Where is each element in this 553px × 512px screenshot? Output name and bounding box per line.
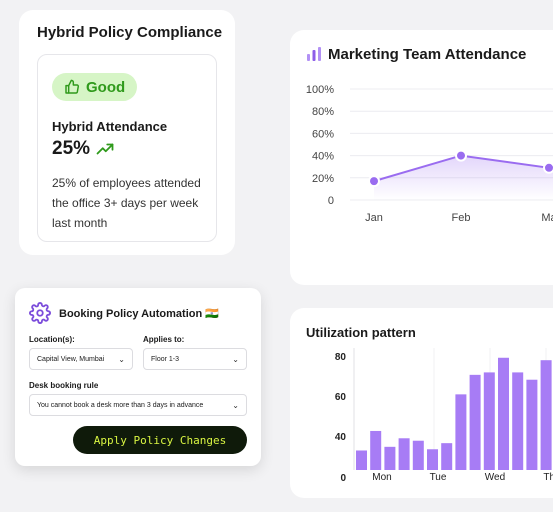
y-tick-label: 80 — [335, 352, 347, 363]
bar — [526, 379, 538, 470]
y-tick-label: 20% — [312, 173, 334, 185]
location-label: Location(s): — [29, 335, 75, 344]
utilization-chart-title: Utilization pattern — [306, 325, 416, 340]
utilization-bar-chart: 80 60 40 0 Mon Tue Wed Thu — [335, 348, 553, 484]
bar — [455, 394, 467, 470]
y-tick-label: 40% — [312, 151, 334, 163]
bar — [469, 374, 481, 470]
status-badge: Good — [52, 73, 138, 101]
gear-icon — [29, 302, 51, 324]
x-tick-label: Ma — [541, 212, 553, 224]
status-badge-label: Good — [86, 78, 126, 96]
bar — [427, 449, 438, 470]
y-tick-label: 40 — [335, 432, 347, 443]
x-tick-label: Thu — [543, 472, 553, 483]
applies-to-label: Applies to: — [143, 335, 185, 344]
bar — [398, 438, 410, 470]
x-tick-label: Feb — [452, 212, 471, 224]
booking-policy-title: Booking Policy Automation 🇮🇳 — [59, 308, 219, 320]
desk-rule-label: Desk booking rule — [29, 381, 99, 390]
bar — [441, 443, 453, 470]
compliance-title: Hybrid Policy Compliance — [37, 24, 223, 41]
data-point — [368, 175, 380, 188]
y-tick-label: 0 — [340, 473, 346, 484]
y-tick-label: 60% — [312, 128, 334, 140]
bar — [356, 450, 367, 470]
y-tick-label: 0 — [328, 195, 334, 207]
series-line — [373, 154, 553, 183]
location-select[interactable]: Capital View, Mumbai ⌄ — [29, 348, 133, 370]
bar — [412, 440, 424, 470]
x-tick-label: Jan — [365, 212, 383, 224]
thumbs-up-icon — [65, 79, 80, 94]
applies-to-select-value: Floor 1-3 — [151, 355, 180, 363]
data-point — [455, 149, 467, 162]
x-tick-label: Wed — [485, 472, 505, 483]
metric-value-row: 25% — [52, 138, 114, 160]
y-tick-label: 60 — [335, 392, 347, 403]
bar — [498, 357, 509, 470]
compliance-card: Hybrid Policy Compliance Good Hybrid Att… — [19, 10, 235, 255]
bar — [483, 372, 495, 470]
attendance-chart-title: Marketing Team Attendance — [328, 46, 527, 63]
metric-value: 25% — [52, 138, 91, 159]
chevron-down-icon: ⌄ — [118, 354, 125, 364]
metric-description: 25% of employees attended the office 3+ … — [52, 176, 201, 230]
x-tick-label: Mon — [372, 472, 391, 483]
bar — [370, 430, 382, 470]
location-select-value: Capital View, Mumbai — [37, 355, 105, 363]
apply-policy-button[interactable]: Apply Policy Changes — [73, 426, 247, 454]
x-tick-label: Tue — [430, 472, 447, 483]
trending-up-icon — [96, 143, 114, 155]
desk-rule-select-value: You cannot book a desk more than 3 days … — [37, 401, 204, 409]
chevron-down-icon: ⌄ — [232, 400, 239, 410]
desk-rule-select[interactable]: You cannot book a desk more than 3 days … — [29, 394, 247, 416]
bar — [384, 446, 396, 470]
applies-to-select[interactable]: Floor 1-3 ⌄ — [143, 348, 247, 370]
utilization-chart-card: Utilization pattern 80 60 40 0 Mon Tue Wed Thu — [290, 308, 553, 498]
attendance-chart-card: Marketing Team Attendance 100% 80% 60% 40% 2… — [290, 30, 553, 285]
bar — [540, 360, 552, 470]
metric-label: Hybrid Attendance — [52, 119, 168, 134]
booking-policy-card: Booking Policy Automation 🇮🇳 Location(s)… — [15, 288, 261, 466]
data-point — [543, 161, 553, 174]
attendance-line-chart: 100% 80% 60% 40% 20% 0 Jan Feb Ma — [306, 84, 553, 224]
bar — [512, 372, 524, 470]
bar-chart-icon — [307, 47, 321, 61]
chevron-down-icon: ⌄ — [232, 354, 239, 364]
series-area — [374, 155, 553, 200]
y-tick-label: 100% — [306, 84, 334, 96]
y-tick-label: 80% — [312, 106, 334, 118]
compliance-summary-box: Good Hybrid Attendance 25% 25% of employ… — [37, 54, 217, 242]
